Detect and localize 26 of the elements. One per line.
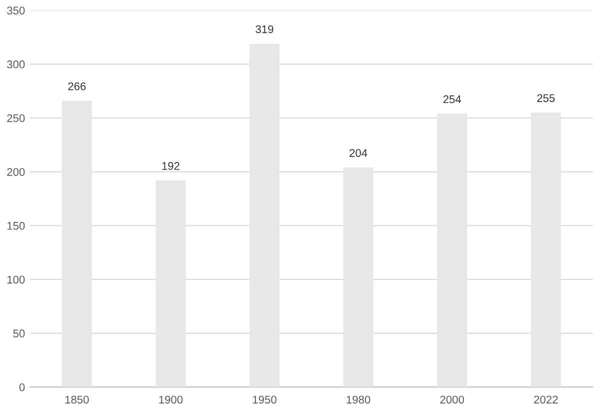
- x-tick-label: 1850: [65, 396, 89, 404]
- y-tick-label: 0: [19, 383, 25, 392]
- bar: [249, 44, 280, 388]
- y-tick-label: 350: [7, 6, 25, 14]
- data-label: 192: [162, 162, 180, 170]
- x-tick-label: 1900: [159, 396, 183, 404]
- y-tick-label: 300: [7, 60, 25, 68]
- y-tick-label: 150: [7, 222, 25, 230]
- y-tick-label: 100: [7, 276, 25, 284]
- data-label: 254: [443, 95, 462, 104]
- x-tick-label: 1980: [346, 396, 370, 404]
- bar: [530, 112, 561, 388]
- bar: [62, 100, 92, 388]
- x-tick-label: 1950: [252, 396, 276, 404]
- bar: [343, 168, 374, 388]
- x-tick-label: 2000: [440, 396, 464, 404]
- bar: [437, 114, 468, 388]
- y-tick-label: 50: [13, 330, 25, 338]
- bar: [156, 180, 186, 388]
- data-label: 266: [68, 82, 86, 90]
- data-label: 255: [537, 94, 555, 102]
- data-label: 204: [350, 149, 368, 157]
- y-tick-label: 200: [7, 168, 25, 176]
- data-label: 319: [256, 25, 274, 34]
- y-tick-label: 250: [7, 114, 25, 122]
- x-tick-label: 2022: [534, 396, 558, 404]
